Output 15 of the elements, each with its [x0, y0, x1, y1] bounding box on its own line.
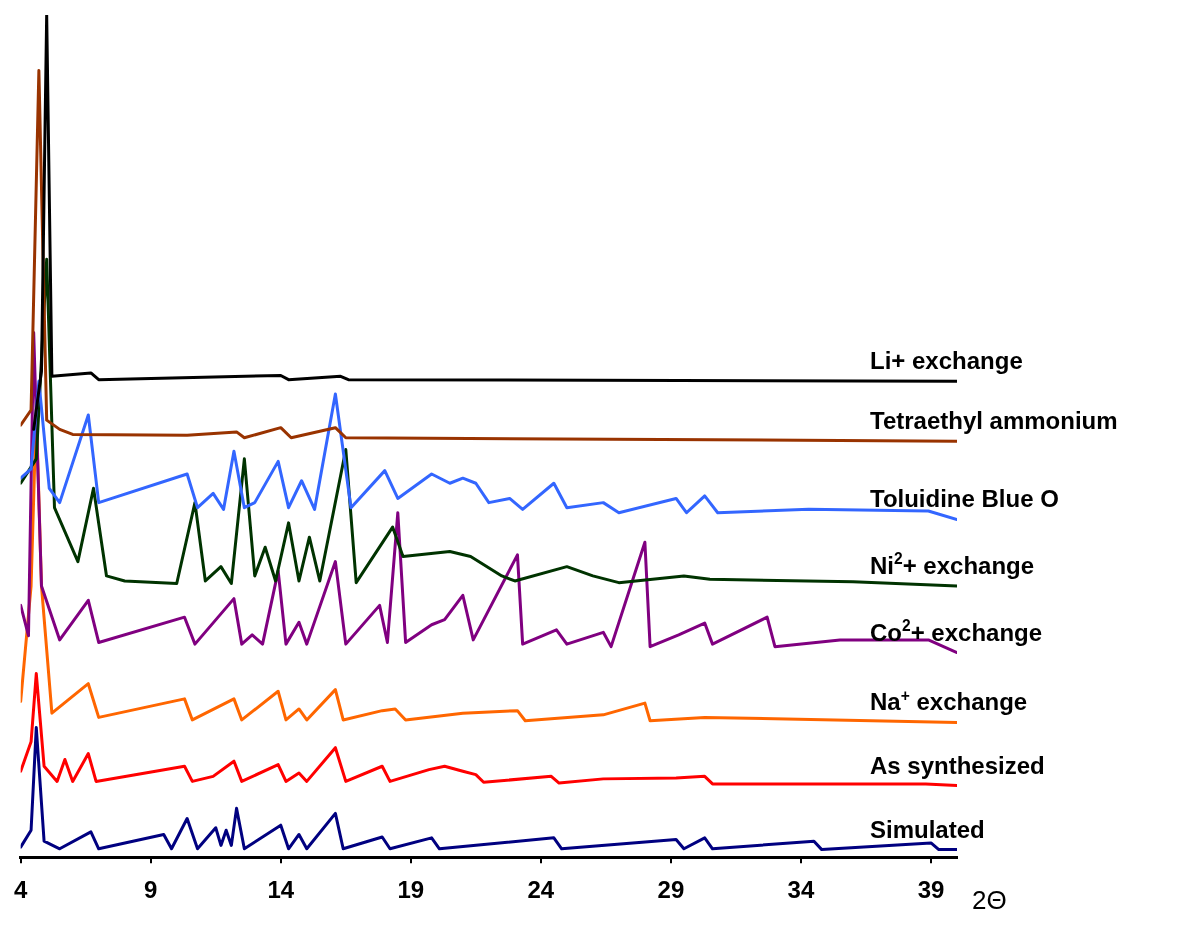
series-label: Tetraethyl ammonium — [870, 407, 1118, 435]
series-label: Simulated — [870, 815, 985, 843]
x-tick-label: 14 — [267, 876, 295, 904]
x-tick-label: 29 — [657, 876, 685, 904]
series-label: Na+ exchange — [870, 686, 1028, 716]
x-tick-label: 39 — [917, 876, 945, 904]
x-tick-label: 9 — [144, 876, 158, 904]
x-tick-label: 34 — [787, 876, 815, 904]
x-tick-label: 4 — [13, 876, 28, 904]
series-label: As synthesized — [870, 751, 1045, 779]
series-label: Toluidine Blue O — [870, 485, 1059, 513]
x-axis-title: 2Θ — [972, 885, 1007, 916]
series-label: Li+ exchange — [870, 347, 1023, 375]
x-tick-label: 19 — [397, 876, 425, 904]
x-tick-label: 24 — [527, 876, 555, 904]
